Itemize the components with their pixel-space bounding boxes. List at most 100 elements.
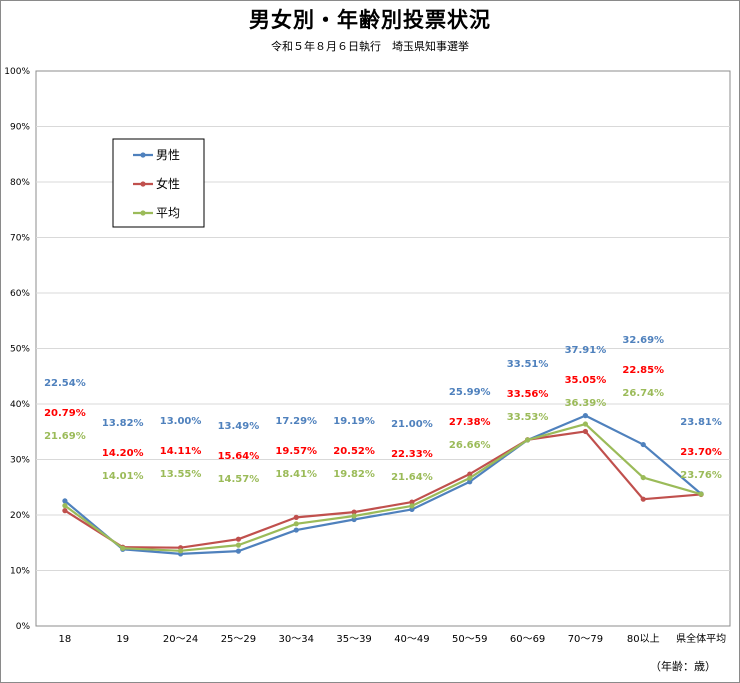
- y-tick-label: 0%: [16, 622, 31, 632]
- legend-swatch-marker: [140, 181, 146, 187]
- x-tick-label: 18: [59, 634, 72, 645]
- data-point: [409, 503, 415, 509]
- data-label: 14.57%: [218, 474, 260, 485]
- data-point: [62, 503, 68, 509]
- data-point: [582, 428, 589, 435]
- data-label: 23.81%: [680, 417, 722, 428]
- y-tick-label: 100%: [4, 67, 30, 77]
- data-point: [120, 545, 126, 551]
- data-label: 23.76%: [680, 470, 722, 481]
- y-axis: 0% 10% 20% 30% 40% 50% 60% 70% 80% 90% 100%: [4, 67, 30, 632]
- data-label: 22.33%: [391, 449, 433, 460]
- x-tick-label: 40～49: [394, 634, 429, 645]
- data-label: 13.00%: [160, 416, 202, 427]
- y-tick-label: 50%: [10, 345, 30, 355]
- data-label: 18.41%: [275, 469, 317, 480]
- data-label: 37.91%: [565, 345, 607, 356]
- data-point: [351, 509, 357, 515]
- data-point: [293, 521, 299, 527]
- data-label: 25.99%: [449, 387, 491, 398]
- grid-lines: [35, 70, 731, 627]
- legend-swatch-marker: [140, 152, 146, 158]
- data-point: [293, 527, 299, 533]
- data-label: 22.54%: [44, 378, 86, 389]
- data-point: [235, 536, 242, 542]
- data-label: 32.69%: [622, 335, 664, 346]
- data-label: 19.19%: [333, 416, 375, 427]
- data-label: 21.64%: [391, 472, 433, 483]
- data-point: [62, 498, 68, 504]
- data-label: 33.51%: [507, 359, 549, 370]
- series-line-average: [64, 422, 702, 552]
- data-point: [582, 421, 589, 427]
- x-axis: 18 19 20～24 25～29 30～34 35～39 40～49 50～59 60～69 7…: [59, 632, 727, 645]
- data-label: 26.74%: [622, 388, 664, 399]
- data-point: [467, 471, 473, 477]
- data-point: [62, 508, 68, 514]
- data-point: [235, 542, 242, 548]
- x-tick-label: 60～69: [510, 634, 545, 645]
- y-tick-label: 40%: [10, 400, 30, 410]
- data-label: 33.53%: [507, 412, 549, 423]
- legend-box: [112, 138, 205, 228]
- y-tick-label: 80%: [10, 178, 30, 188]
- x-tick-label: 20～24: [163, 634, 198, 645]
- y-tick-label: 20%: [10, 511, 30, 521]
- data-label: 21.69%: [44, 431, 86, 442]
- x-tick-label: 50～59: [452, 634, 487, 645]
- data-labels: 22.54% 20.79% 21.69% 13.82% 14.20% 14.01% 13.0…: [44, 335, 722, 485]
- y-tick-label: 90%: [10, 123, 30, 133]
- data-point: [582, 412, 589, 419]
- data-label: 23.70%: [680, 447, 722, 458]
- data-point: [235, 548, 242, 554]
- data-label: 20.52%: [333, 446, 375, 457]
- data-label: 27.38%: [449, 417, 491, 428]
- x-tick-label: 30～34: [279, 634, 314, 645]
- data-label: 36.39%: [565, 398, 607, 409]
- data-point: [293, 514, 299, 520]
- data-label: 33.56%: [507, 389, 549, 400]
- data-label: 17.29%: [275, 416, 317, 427]
- x-tick-label: 35～39: [336, 634, 371, 645]
- data-point: [177, 548, 184, 554]
- x-tick-label: 19: [116, 634, 129, 645]
- data-point: [409, 506, 415, 513]
- x-tick-label: 県全体平均: [676, 632, 726, 645]
- y-tick-label: 30%: [10, 456, 30, 466]
- series-line-male: [64, 414, 702, 555]
- chart-title: 男女別・年齢別投票状況: [249, 8, 491, 32]
- data-label: 21.00%: [391, 419, 433, 430]
- y-tick-label: 60%: [10, 289, 30, 299]
- chart-subtitle: 令和５年８月６日執行 埼玉県知事選挙: [271, 40, 469, 53]
- data-point: [640, 496, 646, 502]
- data-label: 26.66%: [449, 440, 491, 451]
- data-point: [351, 513, 357, 519]
- data-label: 13.82%: [102, 418, 144, 429]
- data-point: [640, 441, 646, 448]
- data-label: 35.05%: [565, 375, 607, 386]
- legend-entry: 女性: [156, 176, 180, 191]
- x-tick-label: 25～29: [221, 634, 256, 645]
- data-point: [524, 437, 531, 443]
- x-tick-label: 80以上: [627, 633, 660, 645]
- data-label: 19.57%: [275, 446, 317, 457]
- data-point: [467, 479, 473, 485]
- x-tick-label: 70～79: [568, 634, 603, 645]
- data-point: [409, 499, 415, 505]
- data-label: 15.64%: [218, 451, 260, 462]
- legend-entry: 男性: [156, 148, 180, 162]
- legend-entry: 平均: [156, 206, 180, 220]
- data-point: [698, 491, 704, 497]
- data-label: 13.55%: [160, 469, 202, 480]
- legend-swatch-marker: [140, 210, 146, 216]
- data-label: 14.20%: [102, 448, 144, 459]
- data-label: 14.01%: [102, 471, 144, 482]
- data-label: 14.11%: [160, 446, 202, 457]
- series-line-female: [64, 430, 702, 549]
- series-lines: [62, 412, 704, 557]
- data-label: 13.49%: [218, 421, 260, 432]
- data-point: [640, 474, 646, 481]
- y-tick-label: 10%: [10, 567, 30, 577]
